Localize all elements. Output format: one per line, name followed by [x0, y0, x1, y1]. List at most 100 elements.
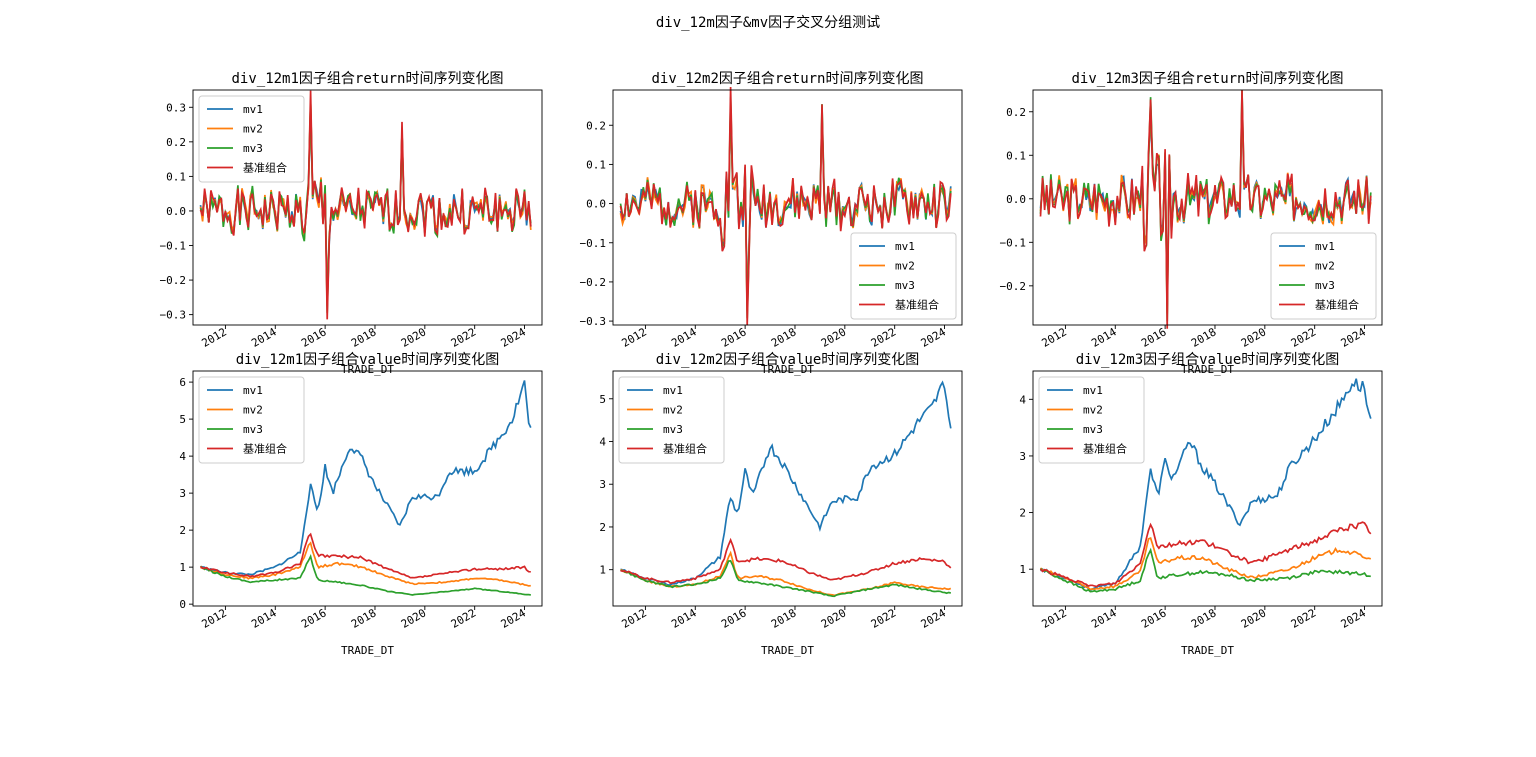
x-tick-label: 2018 — [769, 606, 798, 631]
axes-frame — [1032, 370, 1383, 607]
legend-label-mv3: mv3 — [663, 423, 683, 436]
series-line-mv3 — [1039, 547, 1371, 593]
legend-label-mv1: mv1 — [243, 384, 263, 397]
series-line-mv2 — [200, 541, 531, 587]
x-tick-label: 2018 — [349, 606, 378, 631]
legend-label-mv2: mv2 — [243, 123, 263, 136]
y-tick-label: −0.3 — [160, 309, 187, 322]
x-axis-label: TRADE_DT — [761, 363, 814, 376]
x-tick-label: 2016 — [1139, 606, 1168, 631]
x-tick-label: 2016 — [299, 606, 328, 631]
x-tick-label: 2024 — [499, 325, 529, 350]
y-tick-label: 0.2 — [1006, 106, 1026, 119]
x-tick-label: 2020 — [819, 606, 848, 631]
y-tick-label: 0.3 — [166, 101, 186, 114]
series-line-mv2 — [1039, 536, 1372, 591]
subplot-title: div_12m3因子组合return时间序列变化图 — [1071, 71, 1343, 87]
subplot-title: div_12m1因子组合return时间序列变化图 — [231, 71, 503, 87]
axes-frame — [612, 370, 963, 607]
x-tick-label: 2024 — [919, 325, 949, 350]
y-tick-label: −0.2 — [580, 276, 607, 289]
x-tick-label: 2012 — [1039, 606, 1068, 631]
y-tick-label: 3 — [1019, 450, 1026, 463]
x-tick-label: 2014 — [1089, 606, 1119, 631]
y-tick-label: 4 — [1019, 393, 1026, 406]
y-tick-label: 0.0 — [1006, 193, 1026, 206]
legend-label-mv3: mv3 — [1083, 423, 1103, 436]
y-tick-label: 6 — [179, 376, 186, 389]
legend-box — [1270, 232, 1377, 320]
x-tick-label: 2022 — [1289, 325, 1318, 350]
legend-box — [198, 95, 305, 183]
legend-label-mv2: mv2 — [663, 404, 683, 417]
x-tick-label: 2022 — [869, 606, 898, 631]
series-line-mv3 — [199, 553, 531, 596]
subplot-6: div_12m3因子组合value时间序列变化图 1 2 3 4 2012 2014 2016… — [1019, 352, 1383, 657]
subplot-title: div_12m2因子组合return时间序列变化图 — [651, 71, 923, 87]
subplot-2: div_12m2因子组合return时间序列变化图 −0.3 −0.2 −0.1 0.0… — [580, 71, 963, 376]
series-line-基准组合 — [199, 532, 531, 579]
x-tick-label: 2012 — [619, 325, 648, 350]
y-tick-label: 0.0 — [586, 198, 606, 211]
x-tick-label: 2018 — [769, 325, 798, 350]
x-tick-label: 2016 — [719, 325, 748, 350]
x-axis-label: TRADE_DT — [341, 644, 394, 657]
legend-label-基准组合: 基准组合 — [1315, 298, 1359, 312]
y-tick-label: 0.0 — [166, 205, 186, 218]
legend-label-mv2: mv2 — [243, 404, 263, 417]
series-line-基准组合 — [199, 90, 532, 320]
subplot-4: div_12m1因子组合value时间序列变化图 0 1 2 3 4 5 6 2012 2014 2… — [179, 352, 543, 657]
y-tick-label: 0.1 — [1006, 149, 1026, 162]
axes-frame — [192, 89, 543, 326]
subplot-3: div_12m3因子组合return时间序列变化图 −0.2 −0.1 0.0 0.1 0… — [1000, 71, 1383, 376]
y-tick-label: 0.2 — [166, 136, 186, 149]
x-tick-label: 2012 — [1039, 325, 1068, 350]
y-tick-label: 1 — [599, 564, 606, 577]
x-tick-label: 2022 — [869, 325, 898, 350]
x-tick-label: 2020 — [399, 606, 428, 631]
subplot-1: div_12m1因子组合return时间序列变化图 −0.3 −0.2 −0.1 0.0… — [160, 71, 543, 376]
legend-label-mv1: mv1 — [663, 384, 683, 397]
x-axis-label: TRADE_DT — [1181, 363, 1234, 376]
y-tick-label: 0.1 — [166, 170, 186, 183]
y-tick-label: −0.1 — [1000, 236, 1027, 249]
y-tick-label: 0.1 — [586, 158, 606, 171]
x-tick-label: 2022 — [449, 606, 478, 631]
series-line-mv1 — [620, 380, 952, 586]
legend-label-mv2: mv2 — [895, 260, 915, 273]
series-line-mv1 — [1039, 378, 1372, 591]
y-tick-label: 4 — [599, 436, 606, 449]
x-tick-label: 2024 — [499, 606, 529, 631]
series-line-基准组合 — [1039, 90, 1372, 329]
y-tick-label: 2 — [179, 524, 186, 537]
x-tick-label: 2018 — [349, 325, 378, 350]
x-tick-label: 2018 — [1189, 325, 1218, 350]
legend-box — [850, 232, 957, 320]
y-tick-label: 3 — [179, 487, 186, 500]
x-tick-label: 2022 — [1289, 606, 1318, 631]
series-line-mv3 — [620, 559, 951, 598]
legend-box — [618, 376, 725, 464]
x-tick-label: 2020 — [1239, 606, 1268, 631]
x-tick-label: 2012 — [199, 606, 228, 631]
legend-label-基准组合: 基准组合 — [895, 298, 939, 312]
y-tick-label: −0.2 — [1000, 280, 1027, 293]
y-tick-label: −0.3 — [580, 315, 607, 328]
legend-label-基准组合: 基准组合 — [243, 442, 287, 456]
x-tick-label: 2016 — [299, 325, 328, 350]
x-tick-label: 2022 — [449, 325, 478, 350]
legend-label-mv1: mv1 — [243, 103, 263, 116]
legend-label-基准组合: 基准组合 — [243, 161, 287, 175]
legend-label-mv3: mv3 — [243, 423, 263, 436]
x-axis-label: TRADE_DT — [341, 363, 394, 376]
legend-label-mv3: mv3 — [243, 142, 263, 155]
x-axis-label: TRADE_DT — [761, 644, 814, 657]
x-tick-label: 2012 — [619, 606, 648, 631]
legend-label-mv1: mv1 — [895, 240, 915, 253]
legend-label-mv2: mv2 — [1315, 260, 1335, 273]
subplot-title: div_12m2因子组合value时间序列变化图 — [656, 352, 920, 368]
y-tick-label: 2 — [599, 521, 606, 534]
y-tick-label: 4 — [179, 450, 186, 463]
axes-frame — [192, 370, 543, 607]
